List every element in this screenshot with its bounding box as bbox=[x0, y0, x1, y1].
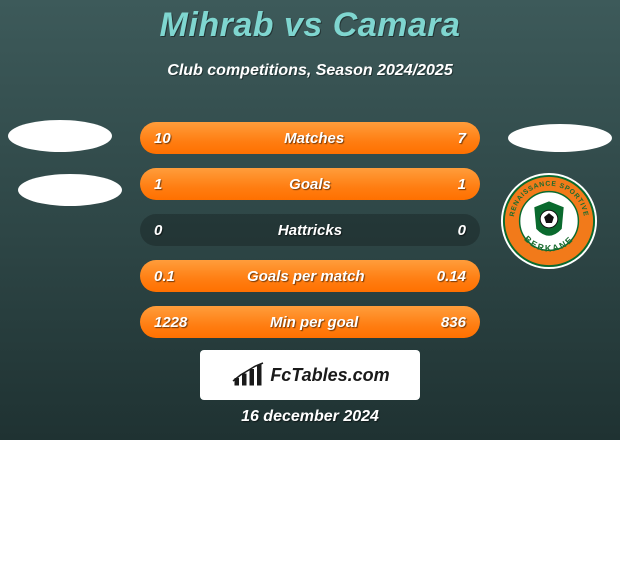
stat-label: Min per goal bbox=[187, 314, 441, 331]
stat-right-value: 0 bbox=[458, 222, 466, 239]
infographic-root: Mihrab vs Camara Club competitions, Seas… bbox=[0, 0, 620, 580]
stat-label: Hattricks bbox=[162, 222, 457, 239]
stat-left-value: 1 bbox=[154, 176, 162, 193]
stat-row: 0.1Goals per match0.14 bbox=[140, 260, 480, 292]
stat-row: 1Goals1 bbox=[140, 168, 480, 200]
stat-left-value: 0.1 bbox=[154, 268, 175, 285]
stats-table: 10Matches71Goals10Hattricks00.1Goals per… bbox=[140, 122, 480, 338]
subtitle: Club competitions, Season 2024/2025 bbox=[0, 62, 620, 80]
brand-chart-icon bbox=[230, 361, 266, 389]
left-avatar-2 bbox=[18, 174, 122, 206]
right-avatar-1 bbox=[508, 124, 612, 152]
stat-right-value: 836 bbox=[441, 314, 466, 331]
brand-text: FcTables.com bbox=[270, 365, 389, 386]
stat-row: 0Hattricks0 bbox=[140, 214, 480, 246]
stat-label: Matches bbox=[171, 130, 458, 147]
stat-left-value: 10 bbox=[154, 130, 171, 147]
date-label: 16 december 2024 bbox=[0, 408, 620, 426]
stat-left-value: 1228 bbox=[154, 314, 187, 331]
stat-right-value: 7 bbox=[458, 130, 466, 147]
stat-row: 1228Min per goal836 bbox=[140, 306, 480, 338]
stat-label: Goals per match bbox=[175, 268, 437, 285]
stat-right-value: 0.14 bbox=[437, 268, 466, 285]
stat-left-value: 0 bbox=[154, 222, 162, 239]
stat-row: 10Matches7 bbox=[140, 122, 480, 154]
club-logo: RENAISSANCE SPORTIVE BERKANE bbox=[500, 172, 598, 270]
brand-footer: FcTables.com bbox=[200, 350, 420, 400]
left-avatar-1 bbox=[8, 120, 112, 152]
stat-label: Goals bbox=[162, 176, 457, 193]
page-title: Mihrab vs Camara bbox=[0, 6, 620, 45]
stat-right-value: 1 bbox=[458, 176, 466, 193]
